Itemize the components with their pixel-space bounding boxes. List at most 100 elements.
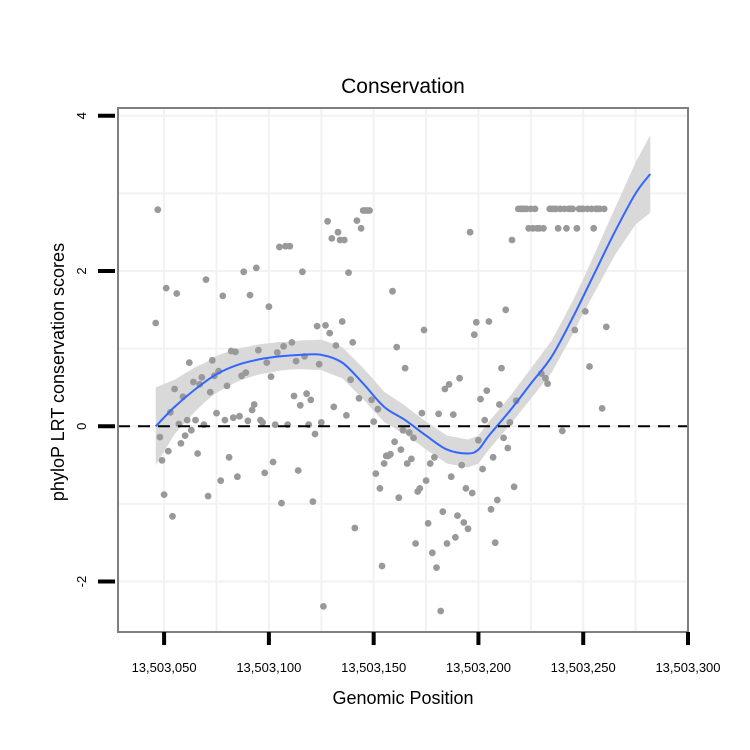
data-point bbox=[240, 268, 248, 276]
data-point bbox=[357, 224, 365, 232]
data-point bbox=[343, 412, 350, 419]
data-point bbox=[349, 339, 357, 346]
data-point bbox=[408, 455, 415, 463]
data-point bbox=[458, 461, 466, 469]
data-point bbox=[206, 388, 214, 396]
data-point bbox=[387, 450, 394, 458]
data-points bbox=[152, 205, 610, 615]
data-point bbox=[410, 434, 417, 442]
data-point bbox=[445, 381, 453, 388]
data-point bbox=[326, 329, 334, 337]
data-point bbox=[185, 359, 193, 366]
data-point bbox=[602, 323, 610, 331]
data-point bbox=[154, 206, 162, 214]
data-point bbox=[433, 564, 440, 571]
smooth-line bbox=[155, 173, 652, 455]
data-point bbox=[571, 326, 579, 334]
data-point bbox=[315, 360, 323, 368]
data-point bbox=[229, 414, 237, 422]
data-point bbox=[470, 331, 478, 339]
y-tick-label: 4 bbox=[74, 112, 89, 119]
data-point bbox=[454, 512, 461, 519]
data-point bbox=[598, 405, 606, 412]
data-point bbox=[187, 426, 195, 434]
data-point bbox=[353, 217, 361, 225]
x-axis: 13,503,050 13,503,100 13,503,150 13,503,200… bbox=[132, 632, 721, 675]
y-tick-label: -2 bbox=[74, 576, 89, 588]
data-point bbox=[554, 224, 562, 232]
data-point bbox=[307, 396, 315, 404]
data-point bbox=[460, 519, 468, 526]
data-point bbox=[177, 440, 185, 447]
smooth-line-layer bbox=[155, 173, 652, 455]
data-point bbox=[491, 539, 499, 547]
data-point bbox=[288, 339, 296, 346]
data-point bbox=[169, 512, 176, 520]
data-point bbox=[477, 395, 484, 403]
data-point bbox=[435, 410, 442, 418]
data-point bbox=[242, 369, 250, 377]
data-point bbox=[439, 508, 447, 516]
data-point bbox=[345, 269, 352, 276]
data-point bbox=[164, 447, 172, 455]
data-point bbox=[544, 380, 551, 387]
data-point bbox=[162, 284, 170, 292]
data-point bbox=[504, 444, 512, 452]
data-point bbox=[255, 346, 262, 354]
data-point bbox=[198, 374, 206, 381]
chart-title: Conservation bbox=[341, 75, 465, 98]
data-point bbox=[380, 460, 388, 467]
x-tick-label: 13,503,150 bbox=[341, 660, 406, 675]
data-point bbox=[586, 363, 593, 370]
data-point bbox=[286, 242, 294, 250]
data-point bbox=[452, 533, 459, 541]
data-point bbox=[152, 319, 160, 327]
data-point bbox=[412, 540, 419, 547]
data-point bbox=[236, 412, 243, 420]
data-point bbox=[173, 290, 181, 297]
y-axis: -2 0 2 4 bbox=[74, 112, 115, 587]
data-point bbox=[466, 228, 474, 236]
data-point bbox=[481, 416, 489, 424]
data-point bbox=[278, 499, 285, 507]
y-tick-label: 2 bbox=[74, 267, 89, 274]
confidence-band-layer bbox=[155, 135, 651, 468]
data-point bbox=[531, 205, 539, 213]
data-point bbox=[340, 236, 348, 244]
plot-border bbox=[117, 107, 689, 633]
data-point bbox=[393, 343, 401, 351]
data-point bbox=[508, 236, 516, 244]
data-point bbox=[322, 322, 329, 329]
data-point bbox=[506, 419, 514, 426]
data-point bbox=[366, 207, 373, 214]
x-axis-title: Genomic Position bbox=[332, 688, 473, 708]
data-point bbox=[496, 401, 503, 408]
data-point bbox=[405, 429, 413, 436]
data-point bbox=[443, 540, 451, 547]
data-point bbox=[456, 374, 463, 382]
data-point bbox=[441, 385, 449, 393]
data-point bbox=[351, 524, 359, 532]
data-point bbox=[542, 374, 549, 382]
data-point bbox=[303, 390, 310, 398]
data-point bbox=[267, 373, 275, 380]
data-point bbox=[261, 469, 269, 477]
data-point bbox=[294, 467, 302, 474]
data-point bbox=[311, 430, 319, 438]
data-point bbox=[569, 205, 577, 213]
data-point bbox=[250, 401, 258, 408]
data-point bbox=[370, 418, 378, 425]
data-point bbox=[487, 505, 495, 513]
data-point bbox=[271, 421, 279, 429]
data-point bbox=[259, 419, 266, 426]
data-point bbox=[374, 405, 382, 413]
data-point bbox=[269, 458, 277, 466]
data-point bbox=[431, 453, 438, 461]
data-point bbox=[181, 432, 189, 439]
data-point bbox=[334, 228, 342, 236]
data-point bbox=[399, 426, 407, 434]
data-point bbox=[422, 477, 430, 484]
x-tick-label: 13,503,050 bbox=[132, 660, 197, 675]
data-point bbox=[320, 603, 327, 610]
data-point bbox=[290, 392, 298, 400]
